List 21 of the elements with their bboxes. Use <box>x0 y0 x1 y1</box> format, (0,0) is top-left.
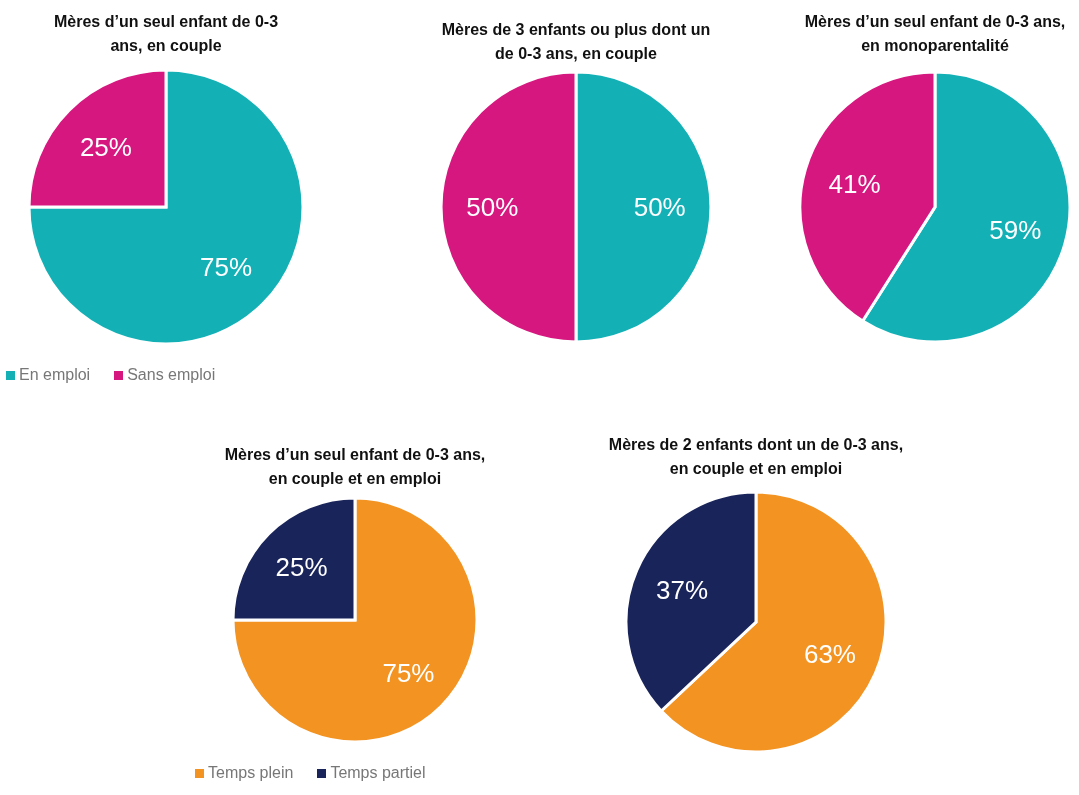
chart-title: Mères de 2 enfants dont un de 0-3 ans, en couple et en emploi <box>607 435 905 479</box>
chart-title: Mères d’un seul enfant de 0-3 ans, en couple <box>52 12 280 56</box>
data-label: 41% <box>828 168 881 199</box>
data-label: 37% <box>656 574 709 605</box>
data-label: 75% <box>382 658 435 689</box>
data-label: 75% <box>200 252 253 283</box>
legend-label: Temps partiel <box>330 764 426 781</box>
pie-slice <box>231 496 479 744</box>
legend-label: Temps plein <box>208 764 294 781</box>
data-label: 25% <box>79 131 132 162</box>
chart-title: Mères de 3 enfants ou plus dont un de 0-3 ans, en couple <box>440 20 712 64</box>
legend-label: En emploi <box>19 366 91 383</box>
legend-label: Sans emploi <box>127 366 216 383</box>
pie-slice <box>27 68 305 346</box>
data-label: 59% <box>989 215 1042 246</box>
chart-title: Mères d’un seul enfant de 0-3 ans, en monoparentalité <box>803 12 1067 56</box>
data-label: 63% <box>803 639 856 670</box>
data-label: 50% <box>466 192 519 222</box>
chart-title: Mères d’un seul enfant de 0-3 ans, en couple et en emploi <box>223 445 487 489</box>
data-label: 25% <box>275 551 328 582</box>
data-label: 50% <box>633 192 686 222</box>
